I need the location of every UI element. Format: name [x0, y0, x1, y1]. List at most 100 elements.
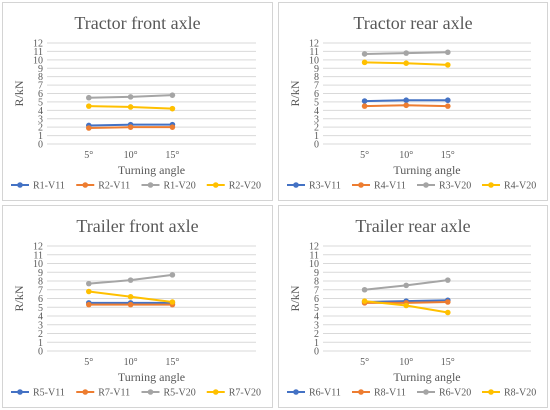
y-tick-label: 3 — [314, 320, 319, 331]
legend-label: R8-V20 — [504, 388, 536, 399]
chart-title: Trailer rear axle — [355, 216, 470, 236]
y-tick-label: 2 — [38, 123, 43, 134]
data-point-R1-V20 — [127, 94, 134, 100]
data-point-R3-V20 — [403, 50, 409, 56]
x-tick-label: 15° — [165, 150, 179, 161]
data-point-R7-V20 — [127, 293, 134, 300]
data-point-R1-V20 — [169, 92, 176, 98]
chart-panel-tractor-rear: Tractor rear axle 0 1 2 3 4 5 6 7 8 9 10 11 12 R/kN 5° 1… — [278, 2, 548, 201]
y-tick-label: 0 — [314, 347, 319, 358]
legend-swatch-marker — [17, 389, 23, 395]
data-point-R1-V20 — [86, 94, 92, 101]
legend-swatch-marker — [423, 389, 429, 395]
y-tick-label: 12 — [309, 242, 319, 253]
x-tick-label: 10° — [399, 357, 413, 368]
legend-swatch-marker — [293, 182, 299, 188]
y-tick-label: 2 — [314, 123, 319, 134]
data-point-R4-V11 — [445, 103, 451, 109]
legend-label: R2-V20 — [229, 181, 261, 192]
data-point-R8-V20 — [361, 298, 368, 304]
data-point-R3-V11 — [445, 97, 451, 104]
data-point-R2-V20 — [169, 105, 176, 112]
data-point-R2-V20 — [86, 103, 92, 109]
legend-swatch-marker — [82, 182, 89, 188]
legend-label: R8-V11 — [374, 388, 406, 399]
data-point-R4-V11 — [403, 102, 409, 109]
data-point-R6-V20 — [403, 282, 409, 289]
y-tick-label: 3 — [38, 320, 43, 331]
x-tick-label: 10° — [399, 150, 413, 161]
y-tick-label: 5 — [38, 303, 43, 314]
data-point-R2-V11 — [127, 124, 134, 130]
data-point-R7-V11 — [127, 301, 134, 308]
legend-label: R4-V11 — [374, 181, 406, 192]
y-tick-label: 6 — [314, 89, 319, 100]
y-tick-label: 4 — [314, 312, 319, 323]
y-tick-label: 6 — [314, 294, 319, 305]
y-tick-label: 4 — [314, 106, 319, 117]
legend-swatch-marker — [17, 182, 23, 188]
chart-svg: Trailer front axle0123456789101112R/kN5°… — [11, 216, 261, 399]
y-tick-label: 12 — [33, 39, 43, 50]
legend-label: R7-V11 — [98, 388, 130, 399]
x-tick-label: 5° — [360, 357, 369, 368]
data-point-R3-V20 — [445, 49, 451, 56]
y-tick-label: 9 — [38, 268, 43, 279]
legend-swatch-marker — [147, 182, 154, 188]
y-tick-label: 8 — [38, 72, 43, 83]
legend-swatch-marker — [293, 389, 299, 395]
y-tick-label: 11 — [33, 47, 43, 58]
y-tick-label: 8 — [314, 277, 319, 288]
chart-panel-trailer-rear: Trailer rear axle 0 1 2 3 4 5 6 7 8 9 10 11 12 R/kN 5° 1… — [278, 205, 548, 408]
x-tick-label: 15° — [441, 357, 455, 368]
legend-swatch-marker — [212, 389, 219, 395]
y-tick-label: 9 — [38, 64, 43, 75]
data-point-R7-V20 — [169, 299, 176, 305]
x-tick-label: 15° — [441, 150, 455, 161]
legend-swatch-marker — [358, 182, 364, 188]
y-tick-label: 2 — [38, 329, 43, 340]
legend-label: R2-V11 — [98, 181, 130, 192]
y-tick-label: 10 — [33, 259, 43, 270]
y-tick-label: 0 — [38, 140, 43, 151]
y-tick-label: 7 — [314, 285, 319, 296]
y-tick-label: 10 — [309, 259, 319, 270]
y-axis-label: R/kN — [288, 80, 302, 106]
data-point-R8-V11 — [445, 299, 451, 305]
legend-swatch-marker — [212, 182, 219, 188]
y-tick-label: 11 — [309, 47, 319, 58]
y-tick-label: 5 — [314, 303, 319, 314]
data-point-R6-V20 — [361, 286, 368, 293]
data-point-R2-V11 — [86, 125, 92, 131]
y-tick-label: 1 — [314, 131, 319, 142]
data-point-R4-V20 — [403, 60, 409, 66]
x-tick-label: 5° — [84, 150, 93, 161]
y-tick-label: 11 — [33, 250, 43, 261]
y-tick-label: 10 — [309, 55, 319, 66]
y-tick-label: 1 — [314, 338, 319, 349]
x-axis-label: Turning angle — [393, 163, 460, 177]
chart-panel-trailer-front: Trailer front axle 0 1 2 3 4 5 6 7 8 9 10 11 12 R/kN 5°… — [2, 205, 273, 408]
y-tick-label: 3 — [314, 114, 319, 125]
y-tick-label: 10 — [33, 55, 43, 66]
data-point-R3-V20 — [361, 51, 368, 57]
y-tick-label: 8 — [38, 277, 43, 288]
x-axis-label: Turning angle — [393, 370, 460, 384]
y-axis-label: R/kN — [12, 80, 26, 106]
x-tick-label: 10° — [124, 150, 138, 161]
chart-panel-tractor-front: Tractor front axle 0 1 2 3 4 5 6 7 8 9 10 11 12 R/kN 5°… — [2, 2, 273, 201]
data-point-R8-V20 — [403, 302, 409, 309]
data-point-R2-V11 — [169, 124, 176, 130]
data-point-R5-V20 — [169, 272, 176, 278]
data-point-R3-V11 — [361, 98, 368, 104]
legend-label: R5-V20 — [164, 388, 196, 399]
y-axis-label: R/kN — [12, 285, 26, 311]
x-axis-label: Turning angle — [118, 163, 185, 177]
legend-swatch-marker — [423, 182, 429, 188]
data-point-R7-V20 — [86, 288, 92, 295]
y-tick-label: 9 — [314, 268, 319, 279]
y-tick-label: 4 — [38, 106, 43, 117]
legend-label: R3-V20 — [439, 181, 471, 192]
